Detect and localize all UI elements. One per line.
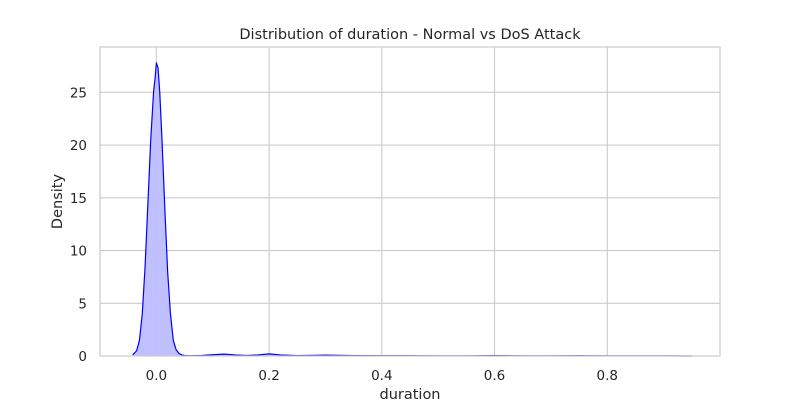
x-axis-label: duration: [379, 387, 440, 400]
y-tick-label: 20: [70, 138, 87, 154]
y-tick-label: 10: [70, 244, 87, 260]
x-tick-label: 0.8: [597, 368, 618, 384]
y-axis-label: Density: [50, 174, 66, 230]
series-layer: [132, 62, 692, 357]
x-tick-label: 0.6: [484, 368, 505, 384]
chart-title: Distribution of duration - Normal vs DoS…: [239, 27, 581, 43]
x-tick-label: 0.0: [146, 368, 167, 384]
x-tick-label: 0.4: [371, 368, 392, 384]
y-tick-label: 5: [78, 296, 87, 312]
y-tick-label: 25: [70, 85, 87, 101]
grid-layer: [100, 47, 720, 357]
x-tick-label: 0.2: [258, 368, 279, 384]
tick-label-layer: 0.0 0.2 0.4 0.6 0.8 0 5 10 15 20 25: [70, 85, 618, 384]
plot-frame: [99, 46, 721, 357]
density-area-fill: [132, 62, 692, 356]
y-tick-label: 15: [70, 191, 87, 207]
density-curve-line: [132, 62, 692, 357]
y-tick-label: 0: [78, 349, 87, 365]
